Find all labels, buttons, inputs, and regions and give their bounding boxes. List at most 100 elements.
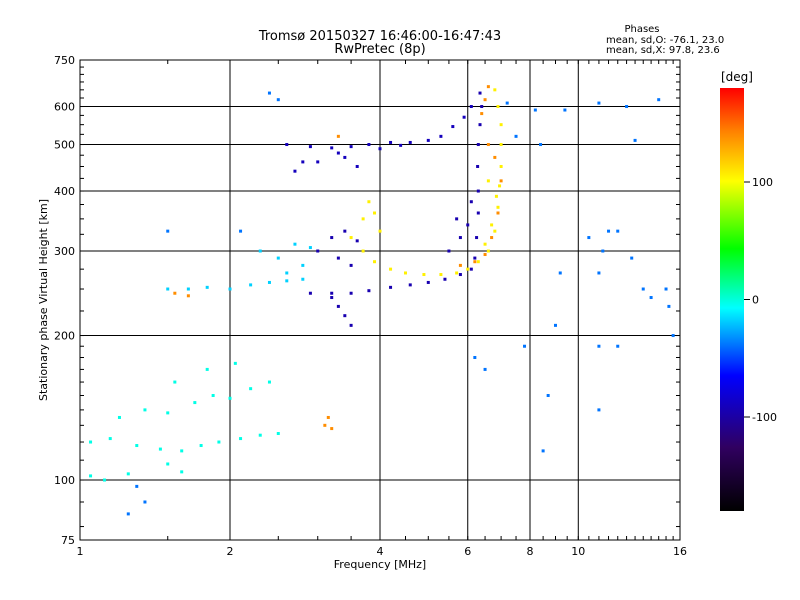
data-point	[483, 242, 487, 246]
data-point	[349, 236, 353, 240]
data-point	[480, 105, 484, 109]
data-point	[657, 98, 661, 102]
data-point	[276, 256, 280, 260]
data-point	[499, 179, 503, 183]
data-point	[373, 211, 377, 215]
data-point	[486, 85, 490, 89]
data-point	[166, 229, 170, 233]
colorbar	[720, 88, 744, 511]
data-point	[180, 449, 184, 453]
y-tick-label: 600	[54, 101, 75, 114]
data-point	[422, 273, 426, 277]
y-tick-label: 100	[54, 474, 75, 487]
data-point	[476, 164, 480, 168]
data-point	[389, 285, 393, 289]
data-point	[458, 236, 462, 240]
data-point	[285, 143, 289, 147]
data-point	[641, 287, 645, 291]
data-point	[355, 239, 359, 243]
x-axis-label: Frequency [MHz]	[334, 558, 426, 571]
data-point	[301, 263, 305, 267]
data-point	[496, 211, 500, 215]
data-point	[466, 267, 470, 271]
data-point	[276, 432, 280, 436]
data-point	[462, 115, 466, 119]
data-point	[490, 223, 494, 227]
data-point	[426, 138, 430, 142]
colorbar-label: [deg]	[721, 70, 753, 84]
data-point	[166, 462, 170, 466]
data-point	[505, 101, 509, 105]
data-point	[587, 236, 591, 240]
data-point	[316, 249, 320, 253]
data-point	[458, 273, 462, 277]
data-point	[258, 249, 262, 253]
data-point	[349, 145, 353, 149]
x-tick-label: 16	[673, 545, 687, 558]
data-point	[494, 194, 498, 198]
data-point	[211, 394, 215, 398]
data-point	[499, 143, 503, 147]
data-point	[403, 271, 407, 275]
data-point	[308, 291, 312, 295]
x-tick-label: 10	[571, 545, 585, 558]
data-point	[143, 500, 147, 504]
data-point	[249, 283, 253, 287]
data-point	[469, 200, 473, 204]
data-point	[326, 415, 330, 419]
data-point	[498, 184, 502, 188]
data-point	[239, 229, 243, 233]
data-point	[205, 367, 209, 371]
data-point	[455, 217, 459, 221]
data-point	[180, 470, 184, 474]
data-point	[258, 433, 262, 437]
data-point	[499, 164, 503, 168]
data-point	[476, 260, 480, 264]
y-tick-label: 300	[54, 245, 75, 258]
gridlines	[80, 60, 680, 540]
data-point	[408, 283, 412, 287]
data-point	[667, 304, 671, 308]
data-point	[389, 140, 393, 144]
data-point	[186, 294, 190, 298]
data-point	[597, 101, 601, 105]
data-point	[493, 88, 497, 92]
data-point	[343, 155, 347, 159]
data-point	[89, 474, 93, 478]
data-point	[239, 437, 243, 441]
data-point	[117, 415, 121, 419]
data-point	[143, 408, 147, 412]
data-point	[316, 160, 320, 164]
data-point	[476, 143, 480, 147]
data-point	[166, 411, 170, 415]
data-point	[597, 408, 601, 412]
data-point	[108, 437, 112, 441]
data-point	[228, 396, 232, 400]
y-tick-label: 500	[54, 139, 75, 152]
axis-ticks	[79, 59, 681, 540]
data-point	[597, 344, 601, 348]
data-point	[158, 447, 162, 451]
data-point	[389, 267, 393, 271]
y-tick-labels: 75 100 200 300 400 500 600 750	[54, 54, 75, 547]
data-point	[541, 449, 545, 453]
data-point	[336, 151, 340, 155]
data-point	[625, 105, 629, 109]
data-point	[539, 143, 543, 147]
data-point	[451, 125, 455, 129]
data-point	[443, 277, 447, 281]
data-point	[523, 344, 527, 348]
data-point	[493, 155, 497, 159]
data-point	[367, 289, 371, 293]
data-point	[447, 249, 451, 253]
data-point	[308, 145, 312, 149]
data-point	[293, 242, 297, 246]
x-tick-label: 6	[464, 545, 471, 558]
data-point	[616, 229, 620, 233]
data-point	[330, 296, 334, 300]
data-point	[135, 444, 139, 448]
x-tick-label: 8	[527, 545, 534, 558]
data-point	[135, 484, 139, 488]
data-point	[330, 291, 334, 295]
